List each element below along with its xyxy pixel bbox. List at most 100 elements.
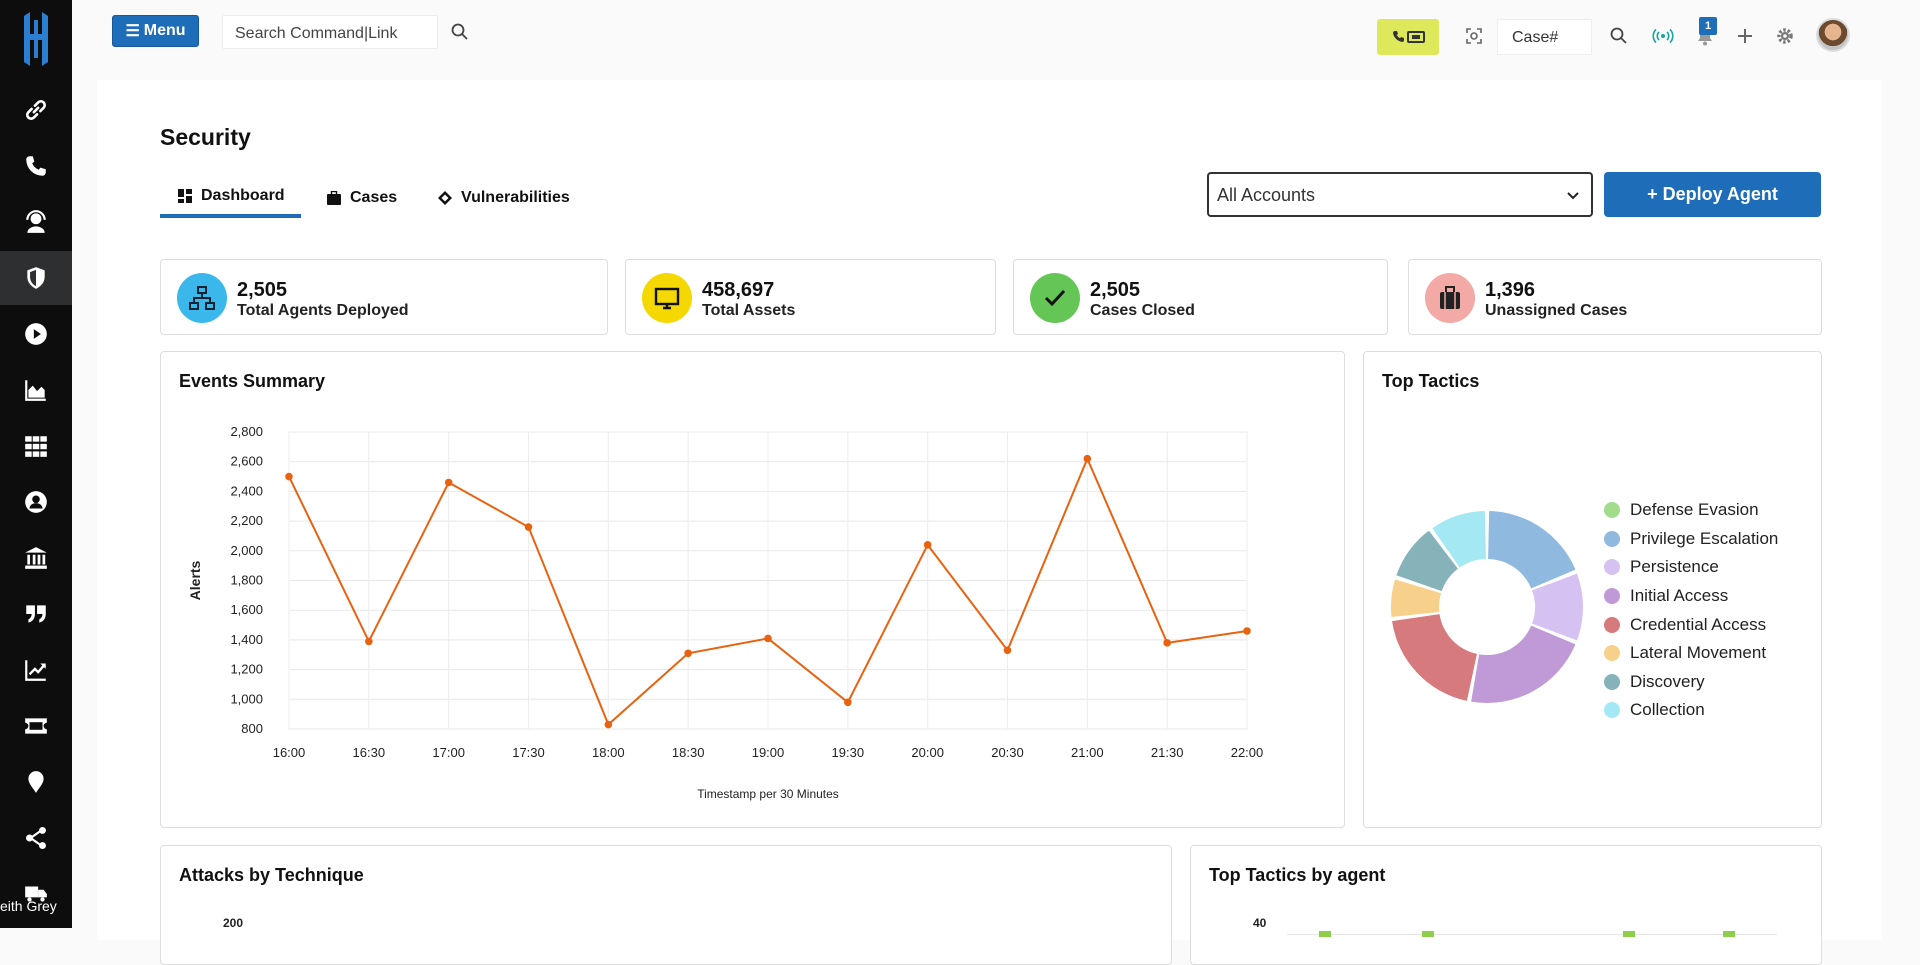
data-point bbox=[1243, 627, 1251, 635]
sidebar-item-phone[interactable] bbox=[0, 139, 72, 193]
main-panel: Security Dashboard Cases Vulnerabilities… bbox=[97, 80, 1882, 965]
legend-swatch bbox=[1604, 673, 1620, 690]
app-logo[interactable] bbox=[20, 10, 52, 68]
stat-card-unassigned[interactable]: 1,396 Unassigned Cases bbox=[1408, 259, 1822, 335]
softphone-button[interactable] bbox=[1377, 19, 1439, 55]
data-point bbox=[844, 698, 852, 707]
case-search-icon[interactable] bbox=[1609, 26, 1629, 46]
avatar[interactable] bbox=[1816, 18, 1850, 52]
legend-item[interactable]: Discovery bbox=[1604, 668, 1778, 697]
deploy-agent-button[interactable]: + Deploy Agent bbox=[1604, 172, 1821, 217]
stat-card-agents[interactable]: 2,505 Total Agents Deployed bbox=[160, 259, 608, 335]
sidebar: eith Grey bbox=[0, 0, 72, 928]
hamburger-icon: ☰ bbox=[125, 23, 140, 40]
data-point bbox=[1083, 454, 1092, 463]
sidebar-item-support[interactable] bbox=[0, 195, 72, 249]
pie-slice bbox=[1392, 614, 1477, 701]
truck-icon bbox=[25, 886, 47, 902]
page-title: Security bbox=[160, 124, 251, 150]
x-tick-label: 18:30 bbox=[672, 745, 705, 760]
area-chart-icon bbox=[25, 380, 46, 401]
command-search-input[interactable]: Search Command|Link bbox=[222, 15, 438, 49]
sidebar-item-quotes[interactable] bbox=[0, 587, 72, 641]
data-point bbox=[604, 720, 613, 729]
briefcase-icon bbox=[1425, 273, 1475, 323]
x-tick-label: 20:00 bbox=[911, 745, 944, 760]
tab-dashboard[interactable]: Dashboard bbox=[160, 178, 301, 218]
legend-item[interactable]: Persistence bbox=[1604, 553, 1778, 582]
sidebar-item-trends[interactable] bbox=[0, 643, 72, 697]
sidebar-item-users[interactable] bbox=[0, 475, 72, 529]
tab-vulnerabilities[interactable]: Vulnerabilities bbox=[438, 178, 570, 218]
legend-label: Privilege Escalation bbox=[1630, 528, 1779, 548]
y-tick-label: 1,400 bbox=[230, 632, 263, 647]
legend-item[interactable]: Lateral Movement bbox=[1604, 639, 1778, 668]
phone-ticket-icon bbox=[1393, 31, 1425, 43]
stat-value: 2,505 bbox=[1090, 279, 1141, 301]
account-select[interactable]: All Accounts bbox=[1207, 172, 1593, 217]
plus-icon[interactable] bbox=[1736, 27, 1754, 45]
legend-item[interactable]: Defense Evasion bbox=[1604, 496, 1778, 525]
quote-icon bbox=[26, 605, 46, 623]
legend-item[interactable]: Credential Access bbox=[1604, 610, 1778, 639]
x-tick-label: 17:00 bbox=[432, 745, 465, 760]
sidebar-item-logistics[interactable] bbox=[0, 866, 72, 920]
y-tick-label: 1,200 bbox=[230, 662, 263, 677]
legend-item[interactable]: Initial Access bbox=[1604, 582, 1778, 611]
fullscreen-icon[interactable] bbox=[1465, 27, 1483, 45]
bank-icon bbox=[25, 547, 47, 569]
sidebar-item-locations[interactable] bbox=[0, 755, 72, 809]
tab-cases[interactable]: Cases bbox=[327, 178, 397, 218]
data-point bbox=[285, 472, 293, 481]
x-axis-label: Timestamp per 30 Minutes bbox=[697, 787, 839, 801]
menu-button[interactable]: ☰ Menu bbox=[112, 15, 199, 47]
sidebar-item-security[interactable] bbox=[0, 251, 72, 305]
legend-swatch bbox=[1604, 702, 1620, 719]
legend-label: Initial Access bbox=[1630, 586, 1729, 606]
link-icon bbox=[26, 100, 46, 120]
notification-badge: 1 bbox=[1699, 17, 1717, 35]
sidebar-item-links[interactable] bbox=[0, 83, 72, 137]
top-tactics-card: Top Tactics Defense Evasion Privilege Esc… bbox=[1363, 351, 1822, 828]
briefcase-icon bbox=[327, 191, 341, 205]
legend-label: Credential Access bbox=[1630, 614, 1767, 634]
legend-item[interactable]: Collection bbox=[1604, 696, 1778, 725]
data-point bbox=[1003, 646, 1012, 655]
top-tactics-by-agent-card: Top Tactics by agent 40 bbox=[1190, 845, 1822, 965]
data-point bbox=[444, 478, 453, 487]
pie-slice bbox=[1471, 625, 1576, 703]
pie-slice bbox=[1532, 573, 1583, 641]
pie-slice bbox=[1396, 530, 1458, 592]
legend-label: Lateral Movement bbox=[1630, 643, 1767, 663]
tab-label: Vulnerabilities bbox=[461, 189, 570, 206]
x-tick-label: 19:30 bbox=[832, 745, 865, 760]
gear-icon[interactable] bbox=[1776, 27, 1794, 45]
play-icon bbox=[25, 323, 47, 345]
tab-label: Dashboard bbox=[201, 187, 285, 204]
attacks-by-technique-card: Attacks by Technique 200 bbox=[160, 845, 1172, 965]
x-tick-label: 22:00 bbox=[1231, 745, 1264, 760]
broadcast-icon[interactable] bbox=[1652, 27, 1674, 45]
stat-card-cases-closed[interactable]: 2,505 Cases Closed bbox=[1013, 259, 1388, 335]
monitor-icon bbox=[642, 273, 692, 323]
sidebar-item-bank[interactable] bbox=[0, 531, 72, 585]
sidebar-item-share[interactable] bbox=[0, 811, 72, 865]
legend-swatch bbox=[1604, 559, 1620, 576]
stat-card-assets[interactable]: 458,697 Total Assets bbox=[625, 259, 996, 335]
sidebar-item-media[interactable] bbox=[0, 307, 72, 361]
legend-item[interactable]: Privilege Escalation bbox=[1604, 525, 1778, 554]
sidebar-item-apps[interactable] bbox=[0, 419, 72, 473]
data-point bbox=[764, 634, 772, 643]
sidebar-item-analytics[interactable] bbox=[0, 363, 72, 417]
case-number-input[interactable]: Case# bbox=[1497, 19, 1592, 55]
legend-swatch bbox=[1604, 616, 1620, 633]
sidebar-item-tickets[interactable] bbox=[0, 699, 72, 753]
shield-icon bbox=[27, 267, 45, 289]
search-icon[interactable] bbox=[450, 22, 470, 42]
ticket-icon bbox=[25, 718, 47, 734]
stat-value: 1,396 bbox=[1485, 279, 1536, 301]
card-title: Events Summary bbox=[179, 371, 326, 391]
x-tick-label: 16:00 bbox=[273, 745, 306, 760]
tactics-donut-chart bbox=[1391, 511, 1583, 703]
share-icon bbox=[26, 826, 46, 850]
